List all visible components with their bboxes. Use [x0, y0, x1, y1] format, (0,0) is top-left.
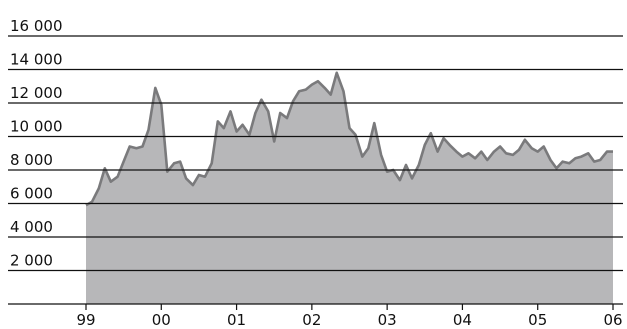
y-tick-label: 10 000: [10, 118, 63, 136]
area-layer: [85, 71, 613, 304]
y-axis-labels: 2 000 4 000 6 000 8 000 10 000 12 000 14 000 16…: [10, 17, 63, 270]
x-tick-label: 05: [528, 311, 547, 329]
x-tick-label: 01: [227, 311, 246, 329]
grid-layer: [8, 35, 623, 305]
series-line: [85, 71, 613, 207]
y-tick-label: 8 000: [10, 151, 53, 169]
y-tick-label: 2 000: [10, 252, 53, 270]
x-tick-label: 00: [152, 311, 171, 329]
x-tick-label: 99: [76, 311, 95, 329]
x-tick-label: 04: [453, 311, 472, 329]
x-tick-label: 03: [378, 311, 397, 329]
series-area: [86, 72, 613, 304]
x-tick-label: 06: [603, 311, 622, 329]
y-tick-label: 6 000: [10, 185, 53, 203]
x-axis-labels: 99 00 01 02 03 04 05 06: [76, 304, 623, 329]
y-tick-label: 12 000: [10, 84, 63, 102]
y-tick-label: 4 000: [10, 218, 53, 236]
x-tick-label: 02: [302, 311, 321, 329]
y-tick-label: 16 000: [10, 17, 63, 35]
y-tick-label: 14 000: [10, 51, 63, 69]
